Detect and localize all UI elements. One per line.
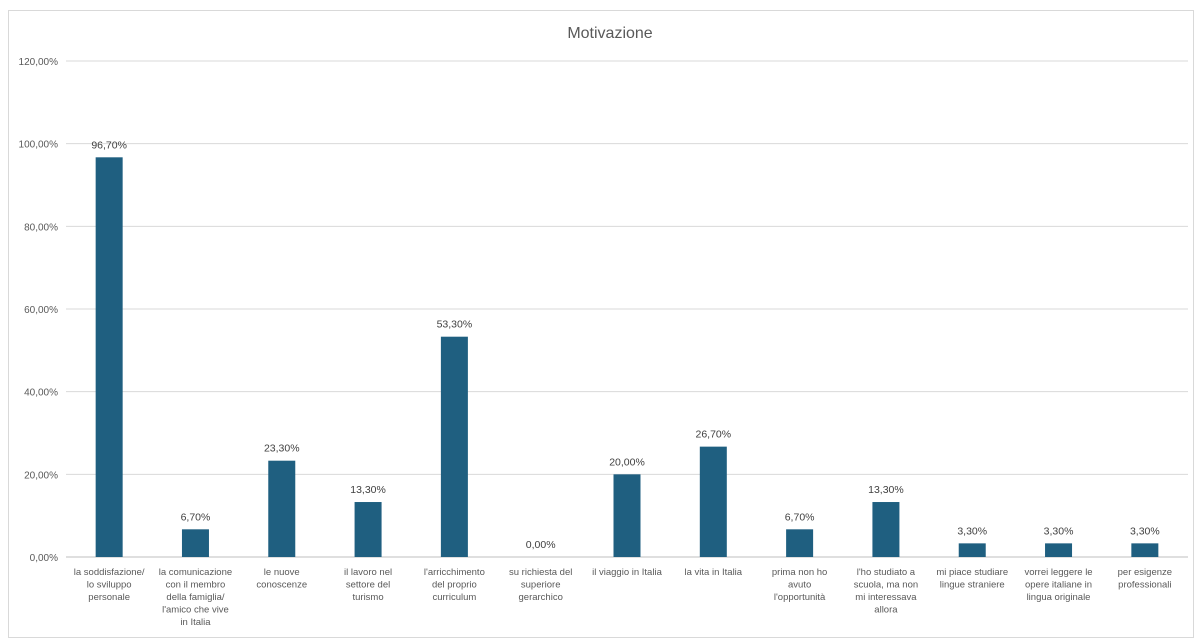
bar (440, 336, 468, 557)
gridlines (66, 60, 1188, 558)
data-label: 3,30% (1130, 525, 1160, 537)
data-label: 23,30% (264, 443, 300, 455)
x-tick-label: su richiesta del superiore gerarchico (509, 567, 572, 603)
bar (613, 474, 641, 557)
x-tick-label: la soddisfazione/lo sviluppo personale (74, 567, 145, 603)
y-tick-label: 120,00% (19, 57, 59, 68)
x-tick-label: la vita in Italia (685, 567, 743, 578)
y-tick-label: 40,00% (24, 388, 58, 399)
data-label: 96,70% (91, 139, 127, 151)
y-tick-label: 100,00% (19, 140, 59, 151)
data-labels: 96,70% 6,70% 23,30% 13,30% 53,30% 0,00% 20,00%… (91, 139, 1159, 551)
x-tick-label: vorrei leggere le opere italiane in lingua… (1024, 567, 1092, 603)
y-tick-label: 80,00% (24, 222, 58, 233)
bar (872, 502, 900, 557)
bar (95, 157, 123, 557)
bars (95, 157, 1159, 557)
bar (268, 460, 296, 557)
x-tick-label: prima non ho avuto l'opportunità (772, 567, 827, 603)
x-axis-ticks: la soddisfazione/lo sviluppo personale la … (74, 567, 1172, 628)
bar (958, 543, 986, 557)
x-tick-label: mi piace studiare lingue straniere (936, 567, 1008, 591)
x-tick-label: il viaggio in Italia (592, 567, 662, 578)
bar (1045, 543, 1073, 557)
bar (699, 446, 727, 557)
y-axis-ticks: 0,00% 20,00% 40,00% 60,00% 80,00% 100,00% 120,… (19, 57, 59, 564)
data-label: 13,30% (350, 484, 386, 496)
x-tick-label: la comunicazione con il membro della famig… (159, 567, 232, 628)
chart-title: Motivazione (567, 25, 652, 42)
bar (181, 529, 209, 557)
x-tick-label: per esigenze professionali (1118, 567, 1172, 591)
y-tick-label: 20,00% (24, 470, 58, 481)
bar (354, 502, 382, 557)
bar (786, 529, 814, 557)
data-label: 6,70% (181, 511, 211, 523)
x-tick-label: il lavoro nel settore del turismo (344, 567, 392, 603)
data-label: 20,00% (609, 456, 645, 468)
data-label: 3,30% (957, 525, 987, 537)
y-tick-label: 60,00% (24, 305, 58, 316)
data-label: 53,30% (437, 319, 473, 331)
data-label: 6,70% (785, 511, 815, 523)
data-label: 0,00% (526, 539, 556, 551)
bar (1131, 543, 1159, 557)
x-tick-label: le nuove conoscenze (256, 567, 307, 591)
data-label: 13,30% (868, 484, 904, 496)
data-label: 3,30% (1044, 525, 1074, 537)
x-tick-label: l'arricchimento del proprio curriculum (424, 567, 485, 603)
y-tick-label: 0,00% (30, 553, 58, 564)
x-tick-label: l'ho studiato a scuola, ma non mi interess… (854, 567, 918, 616)
data-label: 26,70% (695, 429, 731, 441)
